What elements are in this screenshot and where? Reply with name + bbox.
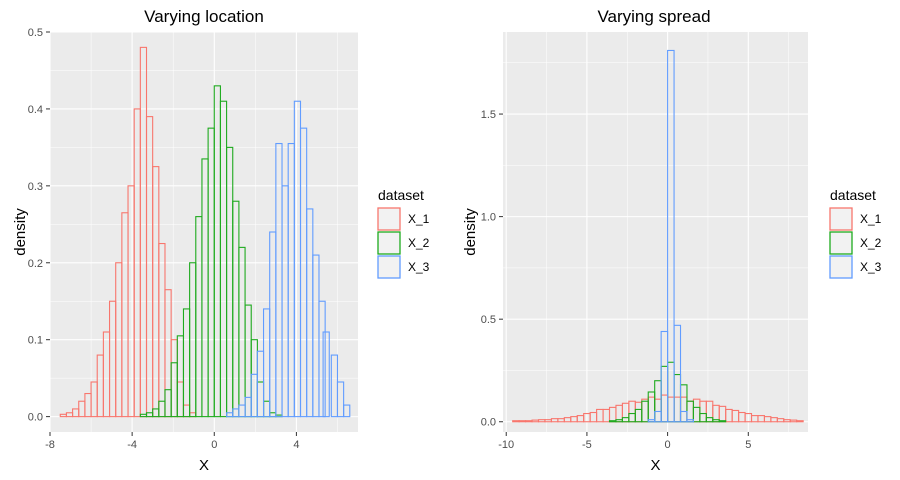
plot-background xyxy=(503,32,808,432)
y-tick-label: 0.4 xyxy=(28,104,43,116)
legend-key-x-1 xyxy=(829,207,853,231)
bar-x-3-19 xyxy=(343,404,351,418)
plot-background xyxy=(50,32,358,432)
bar-x-1-0 xyxy=(512,420,520,423)
legend-title: dataset xyxy=(830,187,876,203)
chart-varying-spread: -10 -5 0 5 0.0 0.5 1.0 1.5 Varying spread X den… xyxy=(462,7,882,474)
y-tick-label: 0.5 xyxy=(28,27,43,39)
histogram-bars xyxy=(59,46,351,418)
x-tick-label: 0 xyxy=(211,439,217,451)
x-tick-label: -5 xyxy=(582,439,592,451)
y-tick-label: 0.1 xyxy=(28,335,43,347)
y-tick-label: 0.3 xyxy=(28,181,43,193)
legend-label-x-1: X_1 xyxy=(860,212,882,226)
chart-varying-location: -8 -4 0 4 0.0 0.1 0.2 0.3 0.4 0.5 Varying locatio… xyxy=(12,7,430,474)
x-tick-label: 0 xyxy=(665,439,671,451)
legend-label-x-1: X_1 xyxy=(408,212,430,226)
legend-key-x-2 xyxy=(829,231,853,255)
bar-x-1-2 xyxy=(525,420,533,423)
x-axis-title: X xyxy=(650,457,660,474)
x-tick-label: -8 xyxy=(45,439,55,451)
bar-x-2-17 xyxy=(718,420,727,423)
x-axis-title: X xyxy=(199,457,209,474)
bar-x-3-4 xyxy=(673,324,682,423)
x-tick-label: 5 xyxy=(745,439,751,451)
x-tick-label: 4 xyxy=(293,439,299,451)
x-tick-label: -4 xyxy=(127,439,137,451)
y-tick-label: 0.5 xyxy=(481,314,496,326)
legend-label-x-3: X_3 xyxy=(860,260,882,274)
y-axis-title: density xyxy=(462,208,479,256)
histogram-bars xyxy=(512,49,804,423)
legend-key-x-1 xyxy=(377,207,401,231)
bar-x-3-6 xyxy=(686,419,694,423)
legend-title: dataset xyxy=(378,187,424,203)
legend: dataset X_1 X_2 X_3 xyxy=(829,187,882,279)
bar-x-3-5 xyxy=(679,410,688,423)
axes: -8 -4 0 4 0.0 0.1 0.2 0.3 0.4 0.5 xyxy=(28,27,300,451)
bar-x-3-16 xyxy=(322,331,330,418)
y-tick-label: 0.2 xyxy=(28,258,43,270)
chart-title: Varying location xyxy=(144,7,264,26)
bar-x-2-0 xyxy=(608,420,617,423)
y-tick-label: 0.0 xyxy=(481,417,496,429)
axes: -10 -5 0 5 0.0 0.5 1.0 1.5 xyxy=(481,109,752,451)
bar-x-3-3 xyxy=(667,49,675,423)
bar-x-3-15 xyxy=(318,300,326,418)
legend-label-x-2: X_2 xyxy=(860,236,882,250)
legend: dataset X_1 X_2 X_3 xyxy=(377,187,430,279)
bar-x-3-18 xyxy=(336,381,345,418)
legend-key-x-2 xyxy=(377,231,401,255)
bar-x-1-1 xyxy=(518,420,527,423)
y-axis-title: density xyxy=(12,208,29,256)
legend-key-x-3 xyxy=(829,255,853,279)
x-tick-label: -10 xyxy=(498,439,514,451)
bar-x-1-44 xyxy=(796,420,804,423)
chart-title: Varying spread xyxy=(597,7,710,26)
y-tick-label: 1.0 xyxy=(481,212,496,224)
legend-label-x-2: X_2 xyxy=(408,236,430,250)
y-tick-label: 1.5 xyxy=(481,109,496,121)
legend-label-x-3: X_3 xyxy=(408,260,430,274)
legend-key-x-3 xyxy=(377,255,401,279)
y-tick-label: 0.0 xyxy=(28,412,43,424)
